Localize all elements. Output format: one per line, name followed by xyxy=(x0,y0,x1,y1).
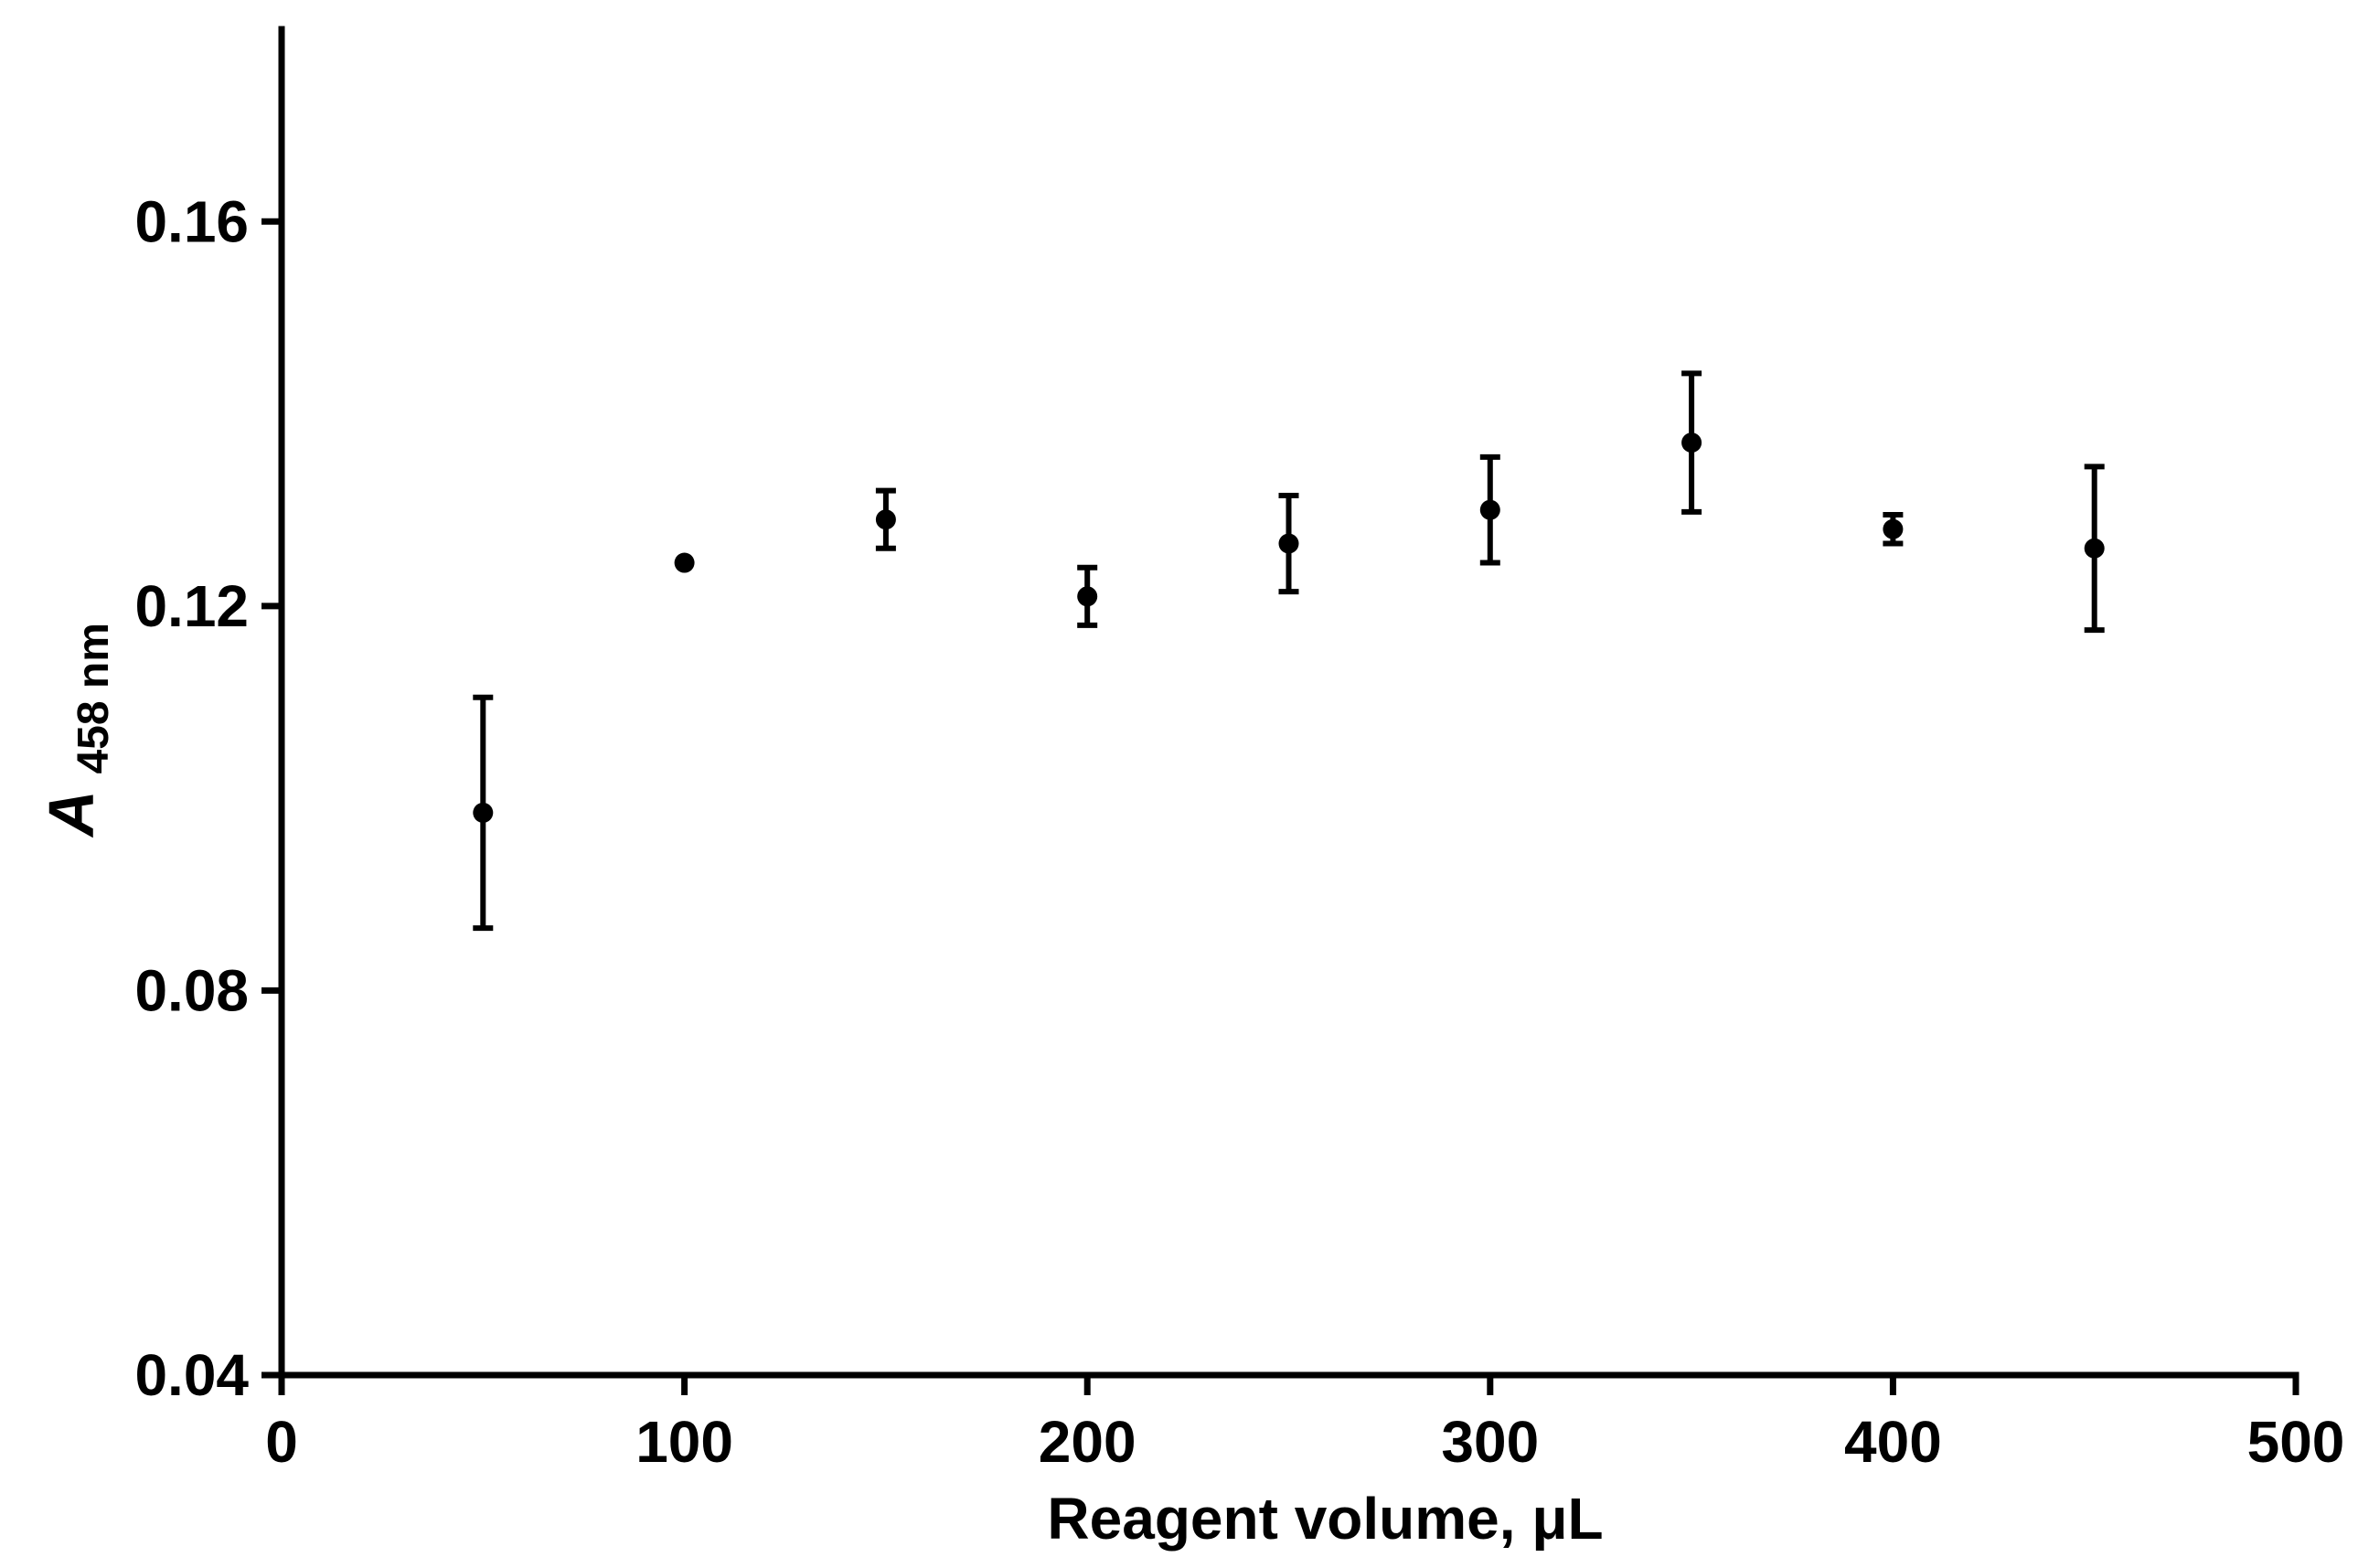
data-point xyxy=(473,802,494,823)
ticks-layer: 0 100 200 300 400 500 0.04 0.08 0.12 0.16 xyxy=(134,188,2344,1475)
x-axis-title: Reagent volume, μL xyxy=(1047,1486,1603,1552)
x-tick-label: 300 xyxy=(1441,1409,1539,1475)
x-tick-label: 100 xyxy=(635,1409,733,1475)
data-point xyxy=(1883,518,1904,539)
y-tick-label: 0.16 xyxy=(134,188,249,254)
x-tick-label: 0 xyxy=(265,1409,298,1475)
y-tick-label: 0.08 xyxy=(134,957,249,1023)
data-point xyxy=(875,509,896,530)
error-bars xyxy=(473,370,2105,932)
data-point xyxy=(2084,538,2105,559)
y-axis-title: A 458 nm xyxy=(36,623,118,838)
data-points xyxy=(473,432,2105,823)
x-tick-label: 400 xyxy=(1844,1409,1942,1475)
y-axis-title-subscript: 458 nm xyxy=(69,623,118,773)
y-axis-title-main: A xyxy=(36,790,107,838)
y-tick-label: 0.12 xyxy=(134,573,249,639)
data-point xyxy=(1479,499,1500,520)
x-tick-label: 500 xyxy=(2247,1409,2345,1475)
y-tick-label: 0.04 xyxy=(134,1342,249,1408)
data-point xyxy=(674,552,695,573)
data-point xyxy=(1278,533,1299,554)
data-point xyxy=(1077,586,1098,607)
x-tick-label: 200 xyxy=(1039,1409,1136,1475)
data-point xyxy=(1681,432,1702,453)
